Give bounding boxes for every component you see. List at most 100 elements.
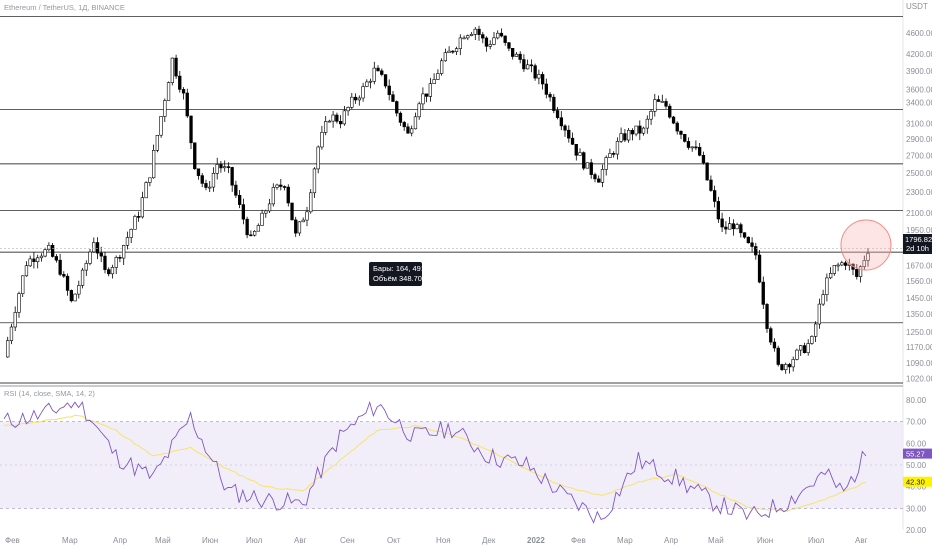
candle-body (361, 86, 365, 99)
time-tick-label: Июн (757, 536, 773, 545)
candle (144, 181, 148, 199)
candle-body (638, 125, 642, 134)
candle (806, 339, 810, 356)
time-tick-label: Ноя (436, 536, 451, 545)
candle-body (346, 107, 350, 112)
candle (742, 232, 747, 239)
candle-body (241, 204, 246, 220)
price-pane[interactable]: 1020.00 1090.00 1170.00 1250.00 1350.00 1450.… (0, 15, 932, 384)
candle (731, 219, 736, 236)
candle-body (458, 37, 463, 49)
candle-body (481, 34, 485, 39)
price-tick-label: 3900.00 (906, 67, 932, 76)
candle (563, 124, 567, 137)
candles[interactable] (6, 25, 870, 374)
candle-body (208, 186, 212, 189)
candle-body (73, 293, 77, 302)
candle-body (350, 96, 354, 108)
candle (350, 93, 354, 110)
candle (862, 255, 866, 271)
candle (253, 230, 257, 237)
candle (267, 198, 272, 213)
candle-body (107, 269, 111, 275)
candle-body (181, 89, 186, 94)
candle-body (305, 211, 309, 221)
candle (208, 181, 212, 192)
candle-body (772, 341, 777, 349)
price-axis[interactable]: 1020.00 1090.00 1170.00 1250.00 1350.00 1450.… (906, 29, 932, 383)
candle (372, 61, 376, 85)
candle (866, 248, 870, 267)
candle (21, 275, 25, 297)
candle-body (365, 81, 369, 87)
time-tick-label: 2022 (527, 536, 545, 545)
candle-body (683, 134, 687, 142)
candle-body (185, 92, 189, 117)
candle (24, 261, 29, 277)
horizontal-levels[interactable] (0, 15, 903, 384)
candle (439, 58, 444, 76)
candle-body (817, 303, 822, 325)
candle-body (623, 133, 627, 141)
candle-body (226, 166, 231, 168)
candle (47, 242, 51, 252)
candle-body (630, 130, 635, 135)
candle-body (338, 121, 343, 125)
candle (159, 116, 163, 138)
candle-body (238, 195, 242, 205)
candle (88, 249, 92, 266)
candle-body (260, 212, 264, 226)
candle (570, 132, 575, 145)
candle (413, 112, 418, 130)
candle (735, 222, 739, 230)
candle (77, 280, 81, 299)
rsi-value: 55.27 (906, 450, 925, 459)
candle (720, 212, 724, 232)
candle-body (65, 275, 70, 291)
candle (630, 128, 635, 141)
candle (754, 242, 758, 260)
candle-body (398, 112, 403, 123)
candle-body (443, 52, 448, 62)
candle-body (525, 64, 530, 70)
price-tick-label: 1250.00 (906, 328, 932, 337)
candle-body (335, 114, 339, 122)
candle (290, 202, 294, 221)
candle-body (690, 146, 694, 149)
candle (387, 79, 391, 101)
candle (331, 111, 335, 128)
candle (69, 289, 74, 303)
candle-body (32, 258, 36, 262)
candle (772, 338, 777, 352)
tooltip-volume: Объём 348.702M (373, 274, 432, 283)
candle-body (223, 166, 227, 169)
candle (694, 140, 698, 151)
candle (649, 109, 653, 125)
candle-body (21, 275, 25, 294)
time-axis[interactable]: Фев Мар Апр Май Июн Июл Авг Сен Окт Ноя Дек 2022 Фев… (5, 536, 868, 545)
candle (611, 151, 616, 158)
rsi-tick-label: 80.00 (906, 396, 927, 405)
candle (122, 244, 126, 265)
candle (600, 164, 605, 188)
candle-body (739, 224, 743, 234)
candle-body (724, 226, 728, 230)
rsi-pane[interactable]: 20.00 30.00 40.00 50.00 60.00 70.00 80.00 RSI … (0, 389, 932, 535)
candle-body (320, 132, 324, 148)
candle-body (80, 269, 85, 286)
candle-body (705, 162, 709, 181)
candle (533, 63, 537, 81)
candle (540, 71, 545, 90)
candle (582, 151, 586, 171)
candle (95, 237, 100, 260)
candle-body (686, 141, 691, 148)
candle-body (50, 245, 55, 257)
candle-body (353, 96, 358, 101)
candle (294, 216, 298, 237)
candle-body (383, 74, 388, 87)
candle (65, 273, 70, 296)
candle (424, 93, 429, 103)
rsi-axis[interactable]: 20.00 30.00 40.00 50.00 60.00 70.00 80.00 (906, 396, 927, 535)
price-tick-label: 2500.00 (906, 169, 932, 178)
